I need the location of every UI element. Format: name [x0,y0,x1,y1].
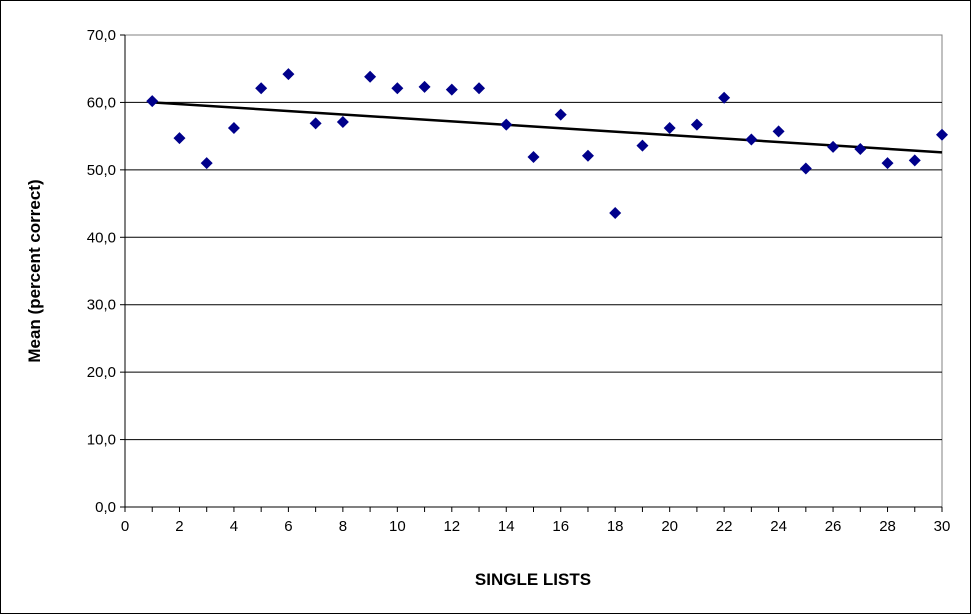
data-point [391,82,404,95]
data-point [908,154,921,167]
y-tick-label: 60,0 [87,94,116,111]
data-point [772,125,785,138]
y-axis-ticks: 0,0 10,0 20,0 30,0 40,0 50,0 60,0 70,0 [87,27,126,516]
x-tick-label: 16 [552,518,569,535]
x-tick-label: 14 [498,518,515,535]
y-tick-label: 70,0 [87,27,116,44]
y-tick-label: 30,0 [87,297,116,314]
data-point [527,151,540,164]
y-tick-label: 20,0 [87,364,116,381]
x-tick-label: 8 [339,518,347,535]
data-point [282,68,295,81]
x-tick-label: 4 [230,518,238,535]
data-point [854,142,867,155]
x-tick-label: 26 [825,518,842,535]
x-tick-label: 24 [770,518,787,535]
y-tick-label: 0,0 [95,499,116,516]
trendline [152,101,943,154]
data-point [581,149,594,162]
trendline-group [152,101,943,154]
y-tick-label: 40,0 [87,229,116,246]
data-point [636,139,649,152]
data-point [609,207,622,220]
data-point [146,95,159,108]
plot-area [124,34,943,508]
data-point [881,157,894,170]
data-point [663,122,676,135]
data-point [827,140,840,153]
x-tick-label: 30 [934,518,951,535]
y-tick-label: 50,0 [87,162,116,179]
x-tick-label: 6 [284,518,292,535]
data-point [173,132,186,145]
data-point [745,133,758,146]
x-tick-label: 22 [716,518,733,535]
data-point [364,70,377,83]
x-axis-title: SINGLE LISTS [475,570,591,589]
gridlines [125,101,942,441]
data-point [936,128,948,141]
data-point [336,115,349,128]
data-point [718,91,731,104]
x-tick-label: 28 [879,518,896,535]
data-point [554,108,567,121]
x-tick-label: 20 [661,518,678,535]
x-tick-label: 2 [175,518,183,535]
x-tick-label: 18 [607,518,624,535]
data-point [309,117,322,130]
data-point [473,82,486,95]
y-axis-title: Mean (percent correct) [25,179,44,362]
x-tick-label: 10 [389,518,406,535]
data-points [146,68,948,220]
x-tick-label: 0 [121,518,129,535]
data-point [500,118,513,131]
x-tick-label: 12 [443,518,460,535]
data-point [418,80,431,93]
data-point [227,122,240,135]
data-point [255,82,268,95]
y-tick-label: 10,0 [87,432,116,449]
data-point [690,118,703,131]
data-point [200,157,213,170]
data-point [799,162,812,175]
data-point [445,83,458,96]
x-axis-ticks: 0 2 4 6 8 10 12 14 16 18 20 22 24 26 28 30 [121,506,951,535]
